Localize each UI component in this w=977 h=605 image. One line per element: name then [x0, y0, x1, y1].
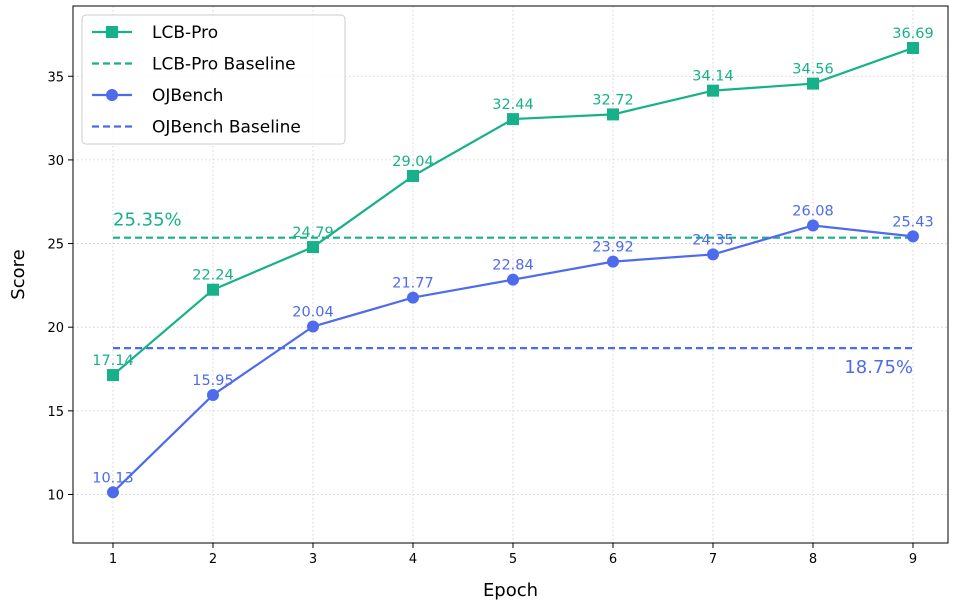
plot-frame: [72, 5, 949, 544]
legend-marker: [106, 26, 118, 38]
y-tick-label: 30: [47, 154, 64, 169]
y-tick-label: 15: [47, 405, 64, 420]
legend-label: OJBench Baseline: [152, 118, 301, 138]
x-axis-label: Epoch: [483, 580, 538, 601]
data-point: [107, 369, 119, 382]
data-label: 24.79: [292, 225, 334, 241]
x-tick-label: 4: [409, 552, 417, 567]
data-point: [307, 320, 319, 333]
y-tick-label: 25: [47, 238, 64, 253]
data-label: 17.14: [92, 353, 134, 369]
data-point: [807, 77, 819, 90]
x-tick-label: 7: [709, 552, 717, 567]
data-label: 36.69: [892, 26, 934, 42]
data-point: [807, 219, 819, 232]
data-label: 22.24: [192, 268, 234, 284]
legend-label: LCB-Pro Baseline: [152, 55, 296, 75]
data-point: [407, 169, 419, 182]
baselines: [113, 236, 913, 350]
series-lines: [107, 41, 919, 499]
data-label: 20.04: [292, 305, 334, 321]
x-tick-label: 6: [609, 552, 617, 567]
data-point: [407, 291, 419, 304]
data-label: 10.13: [92, 470, 134, 486]
legend: LCB-Pro LCB-Pro Baseline OJBench OJBench Ba…: [81, 14, 346, 145]
data-label: 15.95: [192, 373, 234, 389]
data-label: 22.84: [492, 258, 534, 274]
data-point: [707, 84, 719, 97]
data-label: 26.08: [792, 203, 834, 219]
data-point: [707, 248, 719, 261]
y-tick-label: 35: [47, 70, 64, 85]
x-tick-label: 1: [109, 552, 117, 567]
baseline-label: 18.75%: [844, 357, 913, 378]
legend-box: [81, 14, 346, 145]
data-point: [907, 41, 919, 54]
data-label: 32.44: [492, 97, 534, 113]
legend-label: LCB-Pro: [152, 23, 218, 43]
x-tick-label: 8: [809, 552, 817, 567]
legend-label: OJBench: [152, 86, 223, 106]
data-label: 34.56: [792, 62, 834, 78]
x-tick-label: 5: [509, 552, 517, 567]
data-label: 24.35: [692, 232, 734, 248]
data-point: [207, 388, 219, 401]
y-axis-label: Score: [8, 249, 29, 299]
data-labels: 25.35% 18.75% 17.14 22.24 24.79 29.04 32.44 32.…: [92, 26, 934, 486]
data-point: [307, 241, 319, 254]
data-point: [907, 230, 919, 243]
data-label: 34.14: [692, 69, 734, 85]
data-point: [107, 486, 119, 499]
y-tick-label: 20: [47, 321, 64, 336]
legend-marker: [106, 89, 118, 101]
axis-ticks: 1 2 3 4 5 6 7 8 9 10 15 20 25 30 35: [47, 70, 917, 567]
data-label: 21.77: [392, 276, 434, 292]
data-point: [507, 273, 519, 286]
y-tick-label: 10: [47, 488, 64, 503]
grid: [73, 6, 948, 543]
data-label: 32.72: [592, 92, 634, 108]
data-point: [507, 113, 519, 126]
data-label: 29.04: [392, 154, 434, 170]
x-tick-label: 9: [909, 552, 917, 567]
data-point: [607, 255, 619, 268]
data-point: [607, 108, 619, 121]
data-label: 23.92: [592, 240, 634, 256]
baseline-label: 25.35%: [113, 210, 182, 231]
x-tick-label: 2: [209, 552, 217, 567]
x-tick-label: 3: [309, 552, 317, 567]
data-point: [207, 283, 219, 296]
data-label: 25.43: [892, 214, 934, 230]
